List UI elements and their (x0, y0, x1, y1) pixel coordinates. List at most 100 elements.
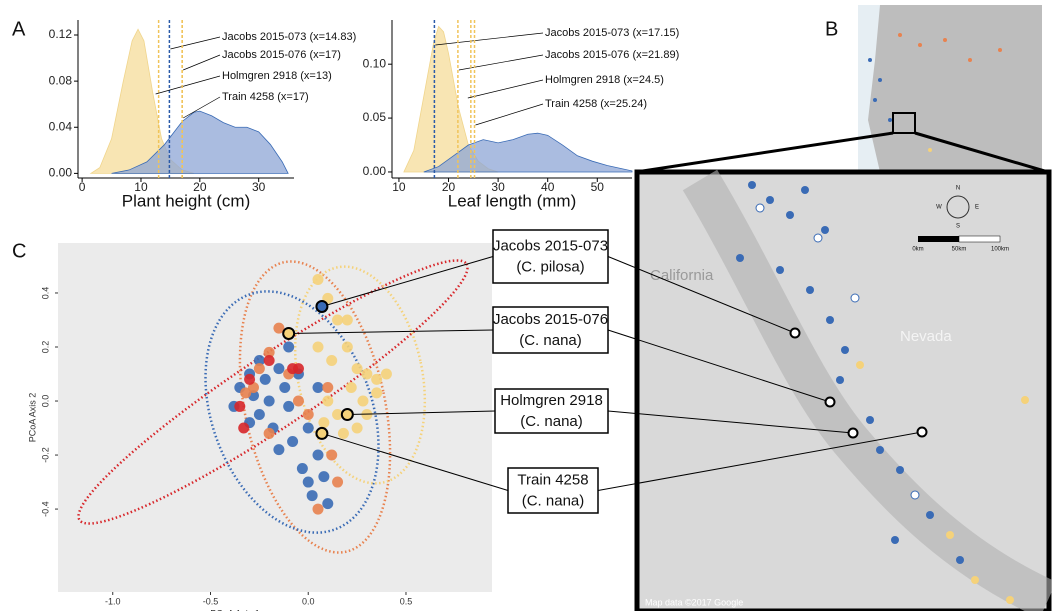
map-point (851, 294, 859, 302)
map-point (873, 98, 877, 102)
point (264, 428, 275, 439)
callout-name: Jacobs 2015-073 (493, 237, 608, 254)
point (264, 355, 275, 366)
x-tick-label: -0.5 (203, 596, 219, 606)
point (342, 341, 353, 352)
point (371, 374, 382, 385)
map-point (806, 286, 814, 294)
panel-label: B (825, 18, 838, 40)
reference-label: Holmgren 2918 (x=24.5) (545, 74, 664, 86)
map-point (1021, 396, 1029, 404)
map-point (928, 148, 932, 152)
y-tick-label: -0.2 (40, 447, 50, 463)
map-point (896, 466, 904, 474)
point (357, 396, 368, 407)
point (303, 409, 314, 420)
reference-label: Jacobs 2015-076 (x=21.89) (545, 49, 679, 61)
point (287, 436, 298, 447)
point (234, 401, 245, 412)
y-tick-label: 0.04 (49, 119, 73, 133)
y-tick-label: 0.05 (363, 110, 387, 124)
point (338, 428, 349, 439)
point (283, 401, 294, 412)
y-tick-label: 0.00 (49, 166, 73, 180)
map-highlight (849, 429, 858, 438)
leader-line (476, 104, 543, 125)
map-point (841, 346, 849, 354)
y-tick-label: 0.08 (49, 73, 73, 87)
leader-line (156, 76, 220, 94)
map-credit: Map data ©2017 Google (645, 597, 743, 607)
point (326, 450, 337, 461)
map-point (956, 556, 964, 564)
x-axis-label: Plant height (cm) (122, 191, 251, 210)
scale-label: 0km (912, 247, 923, 253)
map-point (968, 58, 972, 62)
map-point (998, 48, 1002, 52)
x-tick-label: 0.0 (302, 596, 315, 606)
map-point (801, 186, 809, 194)
point (313, 504, 324, 515)
point (313, 341, 324, 352)
y-tick-label: -0.4 (40, 501, 50, 517)
map-point (898, 33, 902, 37)
map-point (786, 211, 794, 219)
callout-taxon: (C. nana) (520, 413, 583, 430)
map-point (878, 78, 882, 82)
point (260, 374, 271, 385)
panel-label: A (12, 18, 26, 40)
map-point (748, 181, 756, 189)
x-tick-label: 0 (79, 180, 86, 194)
map-point (911, 491, 919, 499)
point (273, 363, 284, 374)
x-axis-label: Leaf length (mm) (448, 191, 577, 210)
y-tick-label: 0.12 (49, 27, 73, 41)
map-highlight (826, 398, 835, 407)
point (371, 387, 382, 398)
point (244, 374, 255, 385)
figure: California Nevada Map data ©2017 Google … (0, 0, 1052, 611)
map-point (836, 376, 844, 384)
point (303, 477, 314, 488)
leader-line (435, 33, 543, 45)
point (332, 314, 343, 325)
x-tick-label: 30 (252, 180, 266, 194)
map-point (766, 196, 774, 204)
map-point (918, 43, 922, 47)
reference-label: Jacobs 2015-073 (x=17.15) (545, 27, 679, 39)
point (279, 382, 290, 393)
reference-label: Jacobs 2015-076 (x=17) (222, 49, 341, 61)
point (352, 423, 363, 434)
map-point (943, 38, 947, 42)
overview-map (858, 5, 1042, 172)
panel-label: C (12, 240, 26, 262)
compass-label: W (936, 205, 942, 211)
point (352, 363, 363, 374)
point (318, 417, 329, 428)
leader-line (468, 80, 543, 98)
highlight-point (316, 428, 327, 439)
point (264, 396, 275, 407)
point (307, 490, 318, 501)
point (313, 274, 324, 285)
y-tick-label: 0.0 (40, 395, 50, 408)
reference-label: Train 4258 (x=25.24) (545, 98, 647, 110)
point (293, 396, 304, 407)
compass-label: S (956, 224, 960, 230)
x-tick-label: 0.5 (400, 596, 413, 606)
highlight-point (283, 328, 294, 339)
reference-label: Jacobs 2015-073 (x=14.83) (222, 31, 356, 43)
x-tick-label: -1.0 (105, 596, 121, 606)
map-point (946, 531, 954, 539)
point (318, 471, 329, 482)
map-point (736, 254, 744, 262)
map-label: California (650, 267, 714, 284)
point (381, 369, 392, 380)
leader-line (183, 55, 220, 70)
map-point (856, 361, 864, 369)
point (322, 382, 333, 393)
point (238, 423, 249, 434)
callout-name: Train 4258 (517, 471, 588, 488)
callout-taxon: (C. nana) (522, 492, 585, 509)
point (254, 363, 265, 374)
